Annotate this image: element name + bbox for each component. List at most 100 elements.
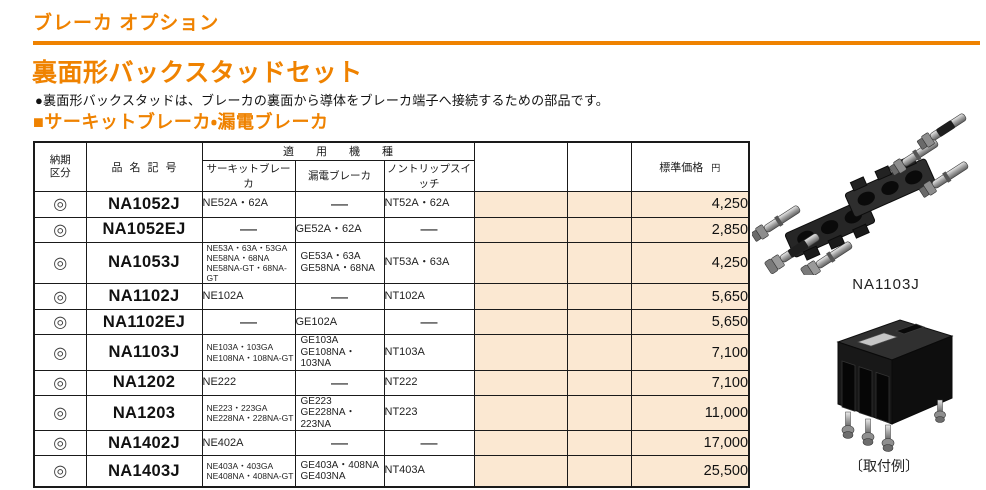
blank-cell (473, 190, 568, 218)
elcb-models: GE53A・63A GE58NA・68NA (294, 241, 385, 285)
circuit-models: — (201, 309, 296, 336)
blank-cell (473, 241, 568, 285)
stud-block-rear (844, 154, 936, 218)
blank-cell (566, 369, 632, 396)
section-description: ●裏面形バックスタッドは、ブレーカの裏面から導体をブレーカ端子へ接続するための部… (35, 93, 609, 108)
mounted-stud (861, 418, 875, 446)
circuit-models: NE102A (201, 283, 296, 311)
stud-pin (764, 233, 820, 274)
circuit-models: NE52A・62A (201, 190, 296, 218)
table-row: ◎ NA1202 NE222 — NT222 7,100 (33, 369, 750, 396)
product-code: NA1052EJ (85, 216, 203, 243)
nontrip-models: NT102A (383, 283, 475, 311)
mounted-stud (934, 399, 946, 423)
table-row: ◎ NA1402J NE402A — — 17,000 (33, 430, 750, 457)
delivery-mark: ◎ (33, 430, 87, 457)
table-row: ◎ NA1052EJ — GE52A・62A — 2,850 (33, 216, 750, 243)
blank-cell (473, 309, 568, 336)
blank-cell (566, 241, 632, 285)
nontrip-models: NT103A (383, 334, 475, 371)
nontrip-models: NT222 (383, 369, 475, 396)
blank-cell (566, 455, 632, 488)
delivery-mark: ◎ (33, 455, 87, 488)
price-cell: 5,650 (630, 283, 750, 311)
backstud-set-photo (752, 113, 969, 275)
blank-cell (566, 216, 632, 243)
blank-cell (473, 334, 568, 371)
elcb-models: GE103A GE108NA・103NA (294, 334, 385, 371)
blank-cell (473, 394, 568, 432)
title-divider (33, 41, 980, 45)
blank-cell (473, 216, 568, 243)
blank-cell (566, 190, 632, 218)
circuit-models: NE103A・103GA NE108NA・108NA-GT (201, 334, 296, 371)
blank-cell (566, 309, 632, 336)
product-code: NA1103J (85, 334, 203, 371)
blank-cell (566, 334, 632, 371)
applicable-models-header: 適用機種 (201, 141, 475, 161)
price-cell: 4,250 (630, 190, 750, 218)
nontrip-models: NT403A (383, 455, 475, 488)
mounted-stud (881, 424, 895, 452)
circuit-models: NE402A (201, 430, 296, 457)
price-cell: 5,650 (630, 309, 750, 336)
table-title: ■サーキットブレーカ・漏電ブレーカ (33, 112, 329, 132)
elcb-models: GE403A・408NA GE403NA (294, 455, 385, 488)
mounted-stud (841, 411, 855, 439)
elcb-models: GE223 GE228NA・223NA (294, 394, 385, 432)
delivery-mark: ◎ (33, 190, 87, 218)
price-cell: 25,500 (630, 455, 750, 488)
delivery-mark: ◎ (33, 334, 87, 371)
delivery-mark: ◎ (33, 309, 87, 336)
delivery-mark: ◎ (33, 394, 87, 432)
nontrip-models: — (383, 430, 475, 457)
circuit-models: NE403A・403GA NE408NA・408NA-GT (201, 455, 296, 488)
circuit-models: — (201, 216, 296, 243)
circuit-breaker-subheader: サーキットブレーカ (201, 159, 296, 192)
nontrip-models: — (383, 216, 475, 243)
elcb-models: — (294, 283, 385, 311)
table-row: ◎ NA1052J NE52A・62A — NT52A・62A 4,250 (33, 190, 750, 218)
delivery-mark: ◎ (33, 216, 87, 243)
nontrip-models: — (383, 309, 475, 336)
blank-cell (473, 369, 568, 396)
breaker-photo (836, 319, 954, 452)
table-row: ◎ NA1053J NE53A・63A・53GA NE58NA・68NA NE5… (33, 241, 750, 285)
circuit-models: NE222 (201, 369, 296, 396)
price-cell: 4,250 (630, 241, 750, 285)
blank-cell (473, 455, 568, 488)
elcb-models: GE102A (294, 309, 385, 336)
delivery-mark: ◎ (33, 369, 87, 396)
price-cell: 2,850 (630, 216, 750, 243)
circuit-models: NE53A・63A・53GA NE58NA・68NA NE58NA-GT・68N… (201, 241, 296, 285)
blank-cell (566, 430, 632, 457)
nontrip-subheader: ノントリップスイッチ (383, 159, 475, 192)
price-header: 標準価格円 (630, 141, 750, 192)
nontrip-models: NT223 (383, 394, 475, 432)
product-code: NA1102J (85, 283, 203, 311)
elcb-models: GE52A・62A (294, 216, 385, 243)
blank-header-2 (566, 141, 632, 192)
stud-pin (918, 161, 969, 198)
product-code: NA1052J (85, 190, 203, 218)
section-title: 裏面形バックスタッドセット (32, 59, 363, 87)
elcb-subheader: 漏電ブレーカ (294, 159, 385, 192)
blank-cell (566, 283, 632, 311)
breaker-caption: 〔取付例〕 (849, 458, 919, 474)
blank-cell (566, 394, 632, 432)
elcb-models: — (294, 190, 385, 218)
stud-pin (752, 205, 801, 242)
page-title: ブレーカ オプション (33, 13, 220, 34)
product-code: NA1202 (85, 369, 203, 396)
price-cell: 7,100 (630, 369, 750, 396)
circuit-models: NE223・223GA NE228NA・228NA-GT (201, 394, 296, 432)
delivery-mark: ◎ (33, 241, 87, 285)
product-code: NA1402J (85, 430, 203, 457)
nontrip-models: NT52A・62A (383, 190, 475, 218)
nontrip-models: NT53A・63A (383, 241, 475, 285)
price-cell: 17,000 (630, 430, 750, 457)
elcb-models: — (294, 369, 385, 396)
blank-header-1 (473, 141, 568, 192)
product-code: NA1403J (85, 455, 203, 488)
